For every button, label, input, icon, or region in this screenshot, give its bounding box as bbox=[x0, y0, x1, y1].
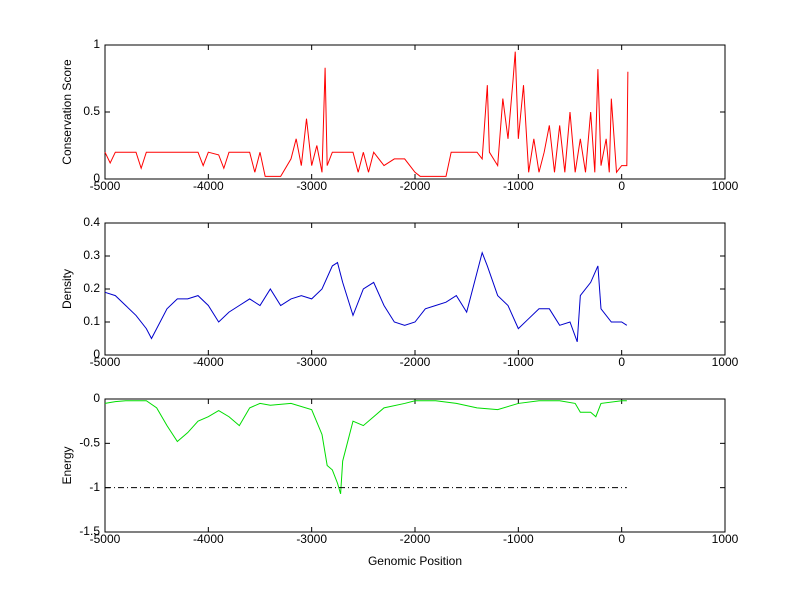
x-tick-label: -2000 bbox=[400, 355, 431, 369]
y-tick-label: -1.5 bbox=[79, 524, 100, 538]
x-tick-label: 0 bbox=[618, 355, 625, 369]
x-tick-label: -2000 bbox=[400, 179, 431, 193]
y-tick-label: 0.1 bbox=[83, 314, 100, 328]
y-tick-label: 1 bbox=[93, 37, 100, 51]
y-tick-label: 0.5 bbox=[83, 104, 100, 118]
x-tick-label: 0 bbox=[618, 532, 625, 546]
y-tick-label: 0.2 bbox=[83, 281, 100, 295]
y-axis-label: Density bbox=[60, 269, 74, 309]
x-tick-label: -3000 bbox=[296, 532, 327, 546]
data-line bbox=[104, 51, 629, 177]
x-tick-label: -3000 bbox=[296, 179, 327, 193]
x-tick-label: -4000 bbox=[193, 532, 224, 546]
x-tick-label: -3000 bbox=[296, 355, 327, 369]
data-line bbox=[104, 400, 627, 495]
x-tick-label: -4000 bbox=[193, 179, 224, 193]
y-tick-label: 0.3 bbox=[83, 248, 100, 262]
y-tick-label: 0 bbox=[93, 347, 100, 361]
x-tick-label: 0 bbox=[618, 179, 625, 193]
x-tick-label: -1000 bbox=[503, 532, 534, 546]
x-tick-label: -5000 bbox=[90, 179, 121, 193]
y-axis-label: Conservation Score bbox=[60, 59, 74, 165]
y-tick-label: -1 bbox=[89, 480, 100, 494]
y-tick-label: 0 bbox=[93, 171, 100, 185]
x-tick-label: -5000 bbox=[90, 355, 121, 369]
x-tick-label: -2000 bbox=[400, 532, 431, 546]
y-tick-label: -0.5 bbox=[79, 436, 100, 450]
x-tick-label: -1000 bbox=[503, 179, 534, 193]
x-tick-label: -1000 bbox=[503, 355, 534, 369]
data-line bbox=[104, 251, 628, 342]
x-axis-label: Genomic Position bbox=[368, 554, 462, 568]
x-tick-label: -5000 bbox=[90, 532, 121, 546]
y-tick-label: 0 bbox=[93, 391, 100, 405]
x-tick-label: -4000 bbox=[193, 355, 224, 369]
x-tick-label: 1000 bbox=[712, 355, 739, 369]
x-tick-label: 1000 bbox=[712, 532, 739, 546]
x-tick-label: 1000 bbox=[712, 179, 739, 193]
y-axis-label: Energy bbox=[60, 446, 74, 484]
y-tick-label: 0.4 bbox=[83, 215, 100, 229]
